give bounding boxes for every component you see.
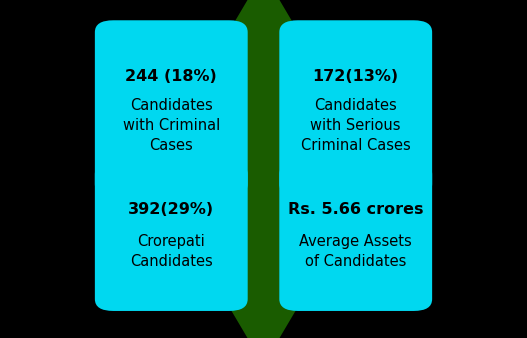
Text: Candidates
with Criminal
Cases: Candidates with Criminal Cases xyxy=(123,98,220,153)
Text: Average Assets
of Candidates: Average Assets of Candidates xyxy=(299,234,412,269)
FancyBboxPatch shape xyxy=(279,20,432,196)
Text: Rs. 5.66 crores: Rs. 5.66 crores xyxy=(288,202,424,217)
Polygon shape xyxy=(148,0,379,338)
FancyBboxPatch shape xyxy=(95,20,248,196)
Text: 244 (18%): 244 (18%) xyxy=(125,69,217,84)
Text: 172(13%): 172(13%) xyxy=(313,69,399,84)
Text: 392(29%): 392(29%) xyxy=(128,202,214,217)
Text: Crorepati
Candidates: Crorepati Candidates xyxy=(130,234,213,269)
Text: Candidates
with Serious
Criminal Cases: Candidates with Serious Criminal Cases xyxy=(301,98,411,153)
FancyBboxPatch shape xyxy=(95,162,248,311)
FancyBboxPatch shape xyxy=(279,162,432,311)
